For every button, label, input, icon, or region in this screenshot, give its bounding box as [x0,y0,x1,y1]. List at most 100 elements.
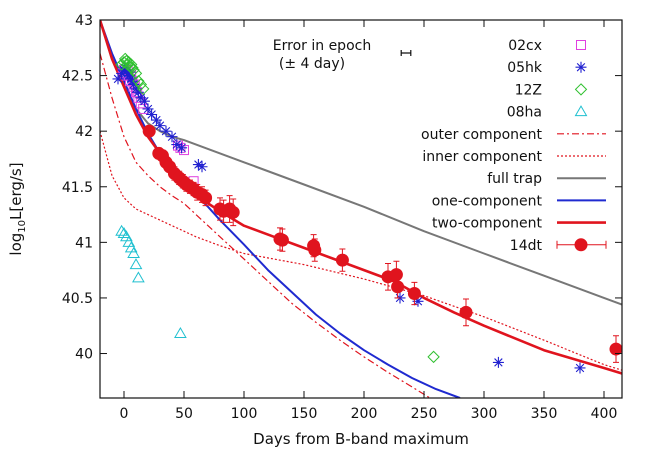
data-point-12z [132,74,145,88]
data-point-08ha [129,258,143,270]
legend-label: 02cx [508,38,542,54]
data-point-05hk [116,67,128,79]
legend-marker [574,105,588,117]
data-point-05hk [130,83,142,95]
data-point-05hk [132,86,144,98]
data-point-05hk [196,161,208,173]
data-point-05hk [146,109,158,120]
legend-item-05hk: 05hk [507,60,587,76]
data-point-05hk [192,159,204,171]
legend-label: 08ha [507,105,542,121]
legend-item-08ha: 08ha [507,105,588,121]
data-point-12z [115,58,128,71]
x-tick-label: 250 [411,406,438,422]
data-point-05hk [150,114,162,126]
y-axis-title-rest: L[erg/s] [7,162,25,220]
legend: 02cx 05hk 12Z 08ha outer component inner comp… [421,38,607,254]
series-line-two-component [100,20,622,375]
legend-item-14dt: 14dt [510,238,607,254]
series-08ha [115,224,187,339]
legend-marker [574,83,588,96]
y-axis-title-subscript: 10 [17,220,28,233]
y-tick-label: 41 [75,235,93,251]
series-12z [115,52,440,364]
data-point-05hk [166,131,178,143]
y-tick-label: 40.5 [62,291,93,307]
data-point-05hk [412,295,424,307]
legend-item-one-component: one-component [432,193,606,209]
data-point-14dt [407,286,421,300]
plot-frame [99,19,623,399]
data-point-14dt [142,124,156,138]
data-point-12z [129,67,143,80]
series-line-full-trap [100,20,622,306]
data-point-14dt [459,305,473,319]
data-point-05hk [120,65,132,77]
data-point-14dt [308,243,322,257]
legend-label: full trap [487,171,542,187]
legend-label: 14dt [510,238,543,254]
data-point-12z [120,54,133,68]
y-tick-label: 43 [75,13,93,29]
data-point-08ha [132,271,145,283]
epoch-error-text: Error in epoch [273,38,371,54]
data-point-14dt [199,191,213,205]
data-point-08ha [127,246,140,258]
legend-item-12z: 12Z [515,82,588,98]
curve-layer [100,20,622,398]
data-point-05hk [574,362,586,374]
data-point-05hk [160,125,172,137]
data-point-12z [427,350,440,364]
data-point-05hk [142,103,154,115]
x-axis-title: Days from B-band maximum [253,430,469,448]
legend-label: two-component [432,216,543,232]
data-point-08ha [115,224,128,236]
x-tick-label: 0 [120,406,129,422]
series-line-outer-component [100,53,431,398]
data-point-05hk [123,70,135,82]
data-point-14dt [389,268,403,282]
y-tick-label: 41.5 [62,180,93,196]
legend-label: inner component [422,149,542,165]
data-point-14dt [275,233,289,247]
data-point-14dt [609,342,622,356]
data-point-12z [136,82,150,96]
data-point-05hk [112,73,124,85]
x-tick-label: 50 [175,406,193,422]
data-point-14dt [335,253,349,267]
x-tick-label: 150 [291,406,318,422]
legend-item-inner-component: inner component [422,149,606,165]
legend-label: one-component [432,193,543,209]
y-tick-label: 40 [75,347,93,363]
legend-marker [574,238,588,252]
legend-item-02cx: 02cx [508,38,586,54]
data-point-12z [127,63,140,77]
y-axis-title-main: log [7,233,25,256]
data-point-05hk [492,356,504,368]
data-point-12z [117,56,131,69]
y-tick-label: 42.5 [62,69,93,85]
data-point-05hk [122,67,134,79]
x-tick-label: 200 [351,406,378,422]
x-tick-label: 300 [471,406,498,422]
data-point-12z [126,61,139,75]
y-axis-title: log10L[erg/s] [7,162,28,255]
data-point-12z [124,58,138,71]
epoch-error-range-text: (± 4 day) [279,56,345,72]
data-point-05hk [171,139,183,151]
legend-item-outer-component: outer component [421,127,606,143]
legend-marker [575,61,587,73]
x-tick-label: 100 [231,406,258,422]
data-point-14dt [391,280,405,294]
legend-label: 12Z [515,82,542,98]
data-point-05hk [176,142,188,154]
x-tick-label: 400 [591,406,618,422]
legend-label: 05hk [507,60,543,76]
series-line-inner-component [100,131,622,371]
legend-item-two-component: two-component [432,216,606,232]
data-point-14dt [226,205,240,219]
legend-marker [576,40,586,50]
points-layer [112,52,622,374]
